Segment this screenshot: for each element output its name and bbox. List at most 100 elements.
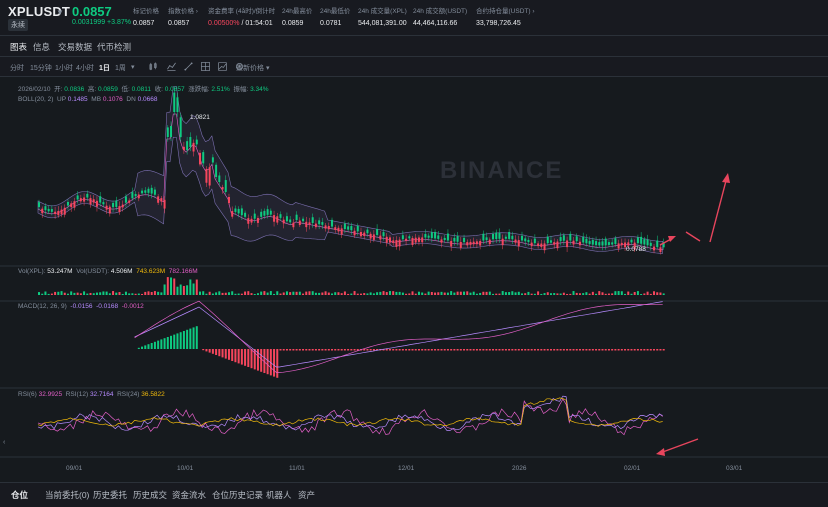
- tab-assets[interactable]: 资产: [298, 490, 316, 500]
- volume-bar: [524, 293, 527, 295]
- candle: [134, 193, 137, 197]
- macd-histogram-bar: [385, 349, 388, 351]
- timeframe-1h[interactable]: 1小时: [55, 65, 73, 72]
- macd-histogram-bar: [475, 349, 478, 351]
- volume-bar: [582, 293, 585, 295]
- candle: [50, 209, 53, 212]
- candle: [382, 232, 385, 237]
- indicators-icon[interactable]: [167, 62, 176, 71]
- candle: [83, 197, 86, 202]
- tab-position-history[interactable]: 仓位历史记录: [212, 490, 264, 500]
- macd-histogram-bar: [582, 349, 585, 351]
- tab-token-check[interactable]: 代币检测: [97, 42, 132, 52]
- candle: [485, 237, 488, 241]
- macd-histogram-bar: [285, 349, 288, 351]
- tab-trading-data[interactable]: 交易数据: [58, 42, 93, 52]
- candle: [498, 233, 501, 239]
- last-price: 0.0857: [72, 4, 112, 19]
- volume-bar: [427, 291, 430, 295]
- candle: [147, 188, 150, 193]
- volume-bar: [517, 291, 520, 295]
- macd-histogram-bar: [363, 349, 366, 351]
- candle: [173, 92, 176, 112]
- macd-histogram-bar: [334, 349, 337, 351]
- candle: [360, 232, 362, 237]
- volume-bar: [176, 286, 179, 295]
- volume-bar: [199, 291, 201, 295]
- volume-bar: [324, 291, 327, 295]
- tab-info[interactable]: 信息: [33, 42, 51, 52]
- chevron-left-icon[interactable]: ‹: [3, 439, 6, 446]
- macd-histogram-bar: [160, 339, 163, 349]
- candle: [47, 208, 50, 212]
- tab-bots[interactable]: 机器人: [266, 490, 292, 500]
- tab-order-history[interactable]: 历史委托: [93, 490, 128, 500]
- chart-area[interactable]: 2026/02/10 开: 0.0836 高: 0.0859 低: 0.0811…: [0, 77, 828, 482]
- macd-histogram-bar: [617, 349, 620, 351]
- stat-open-interest[interactable]: 合约持仓量(USDT) › 33,798,726.45: [476, 8, 535, 27]
- macd-histogram-bar: [163, 338, 166, 349]
- candle: [260, 211, 263, 217]
- drawing-tools-icon[interactable]: [184, 62, 193, 71]
- candle: [66, 201, 69, 206]
- tab-trade-history[interactable]: 历史成交: [133, 490, 168, 500]
- kline-chart-canvas[interactable]: [0, 77, 828, 482]
- macd-histogram-bar: [366, 349, 369, 351]
- macd-histogram-bar: [633, 349, 636, 351]
- timeframe-1w[interactable]: 1周: [115, 65, 126, 72]
- candle: [176, 97, 179, 112]
- tab-chart[interactable]: 图表: [10, 42, 28, 59]
- settings-icon[interactable]: [235, 62, 244, 71]
- price-mode-select[interactable]: 最新价格 ▾: [236, 65, 270, 72]
- macd-histogram-bar: [327, 349, 330, 351]
- timeframe-time[interactable]: 分时: [10, 65, 24, 72]
- timeframe-1d[interactable]: 1日: [99, 65, 110, 72]
- candle: [314, 223, 317, 228]
- macd-histogram-bar: [624, 349, 627, 351]
- candle: [321, 222, 324, 225]
- candle: [227, 197, 230, 204]
- tab-funding-flow[interactable]: 资金流水: [172, 490, 207, 500]
- timeframe-15m[interactable]: 15分钟: [30, 65, 52, 72]
- macd-histogram-bar: [372, 349, 375, 351]
- volume-bar: [614, 291, 617, 295]
- volume-bar: [653, 291, 656, 295]
- candle: [585, 238, 588, 244]
- volume-bar: [147, 291, 150, 295]
- candle: [153, 189, 156, 195]
- layout-icon[interactable]: [201, 62, 210, 71]
- volume-bar: [537, 291, 540, 295]
- volume-bar: [141, 293, 144, 295]
- volume-bar: [408, 293, 411, 295]
- macd-histogram-bar: [276, 349, 279, 378]
- volume-bar: [662, 293, 665, 295]
- volume-bar: [289, 292, 292, 295]
- volume-bar: [282, 292, 285, 295]
- tab-positions[interactable]: 仓位: [11, 490, 29, 500]
- macd-histogram-bar: [324, 349, 327, 351]
- candle-type-icon[interactable]: [149, 62, 158, 71]
- candle: [60, 209, 63, 215]
- depth-icon[interactable]: [218, 62, 227, 71]
- macd-histogram-bar: [227, 349, 230, 360]
- volume-bar: [636, 291, 639, 295]
- candle: [324, 225, 327, 229]
- timeframe-4h[interactable]: 4小时: [76, 65, 94, 72]
- volume-bar: [44, 291, 47, 295]
- stat-index-price[interactable]: 指数价格 › 0.0857: [168, 8, 198, 27]
- volume-bar: [215, 292, 218, 295]
- chevron-down-icon[interactable]: ▼: [56, 8, 64, 17]
- macd-histogram-bar: [604, 349, 607, 351]
- volume-bar: [327, 292, 330, 295]
- candle: [421, 237, 424, 243]
- symbol-selector[interactable]: XPLUSDT: [8, 4, 71, 19]
- tab-open-orders[interactable]: 当前委托(0): [45, 490, 90, 500]
- candle: [601, 241, 604, 246]
- candle: [240, 208, 243, 216]
- candle: [588, 241, 591, 244]
- macd-histogram-bar: [182, 331, 185, 349]
- candle: [540, 243, 543, 247]
- chevron-down-icon[interactable]: ▾: [131, 64, 135, 71]
- volume-bar: [363, 293, 366, 295]
- volume-bar: [134, 293, 137, 295]
